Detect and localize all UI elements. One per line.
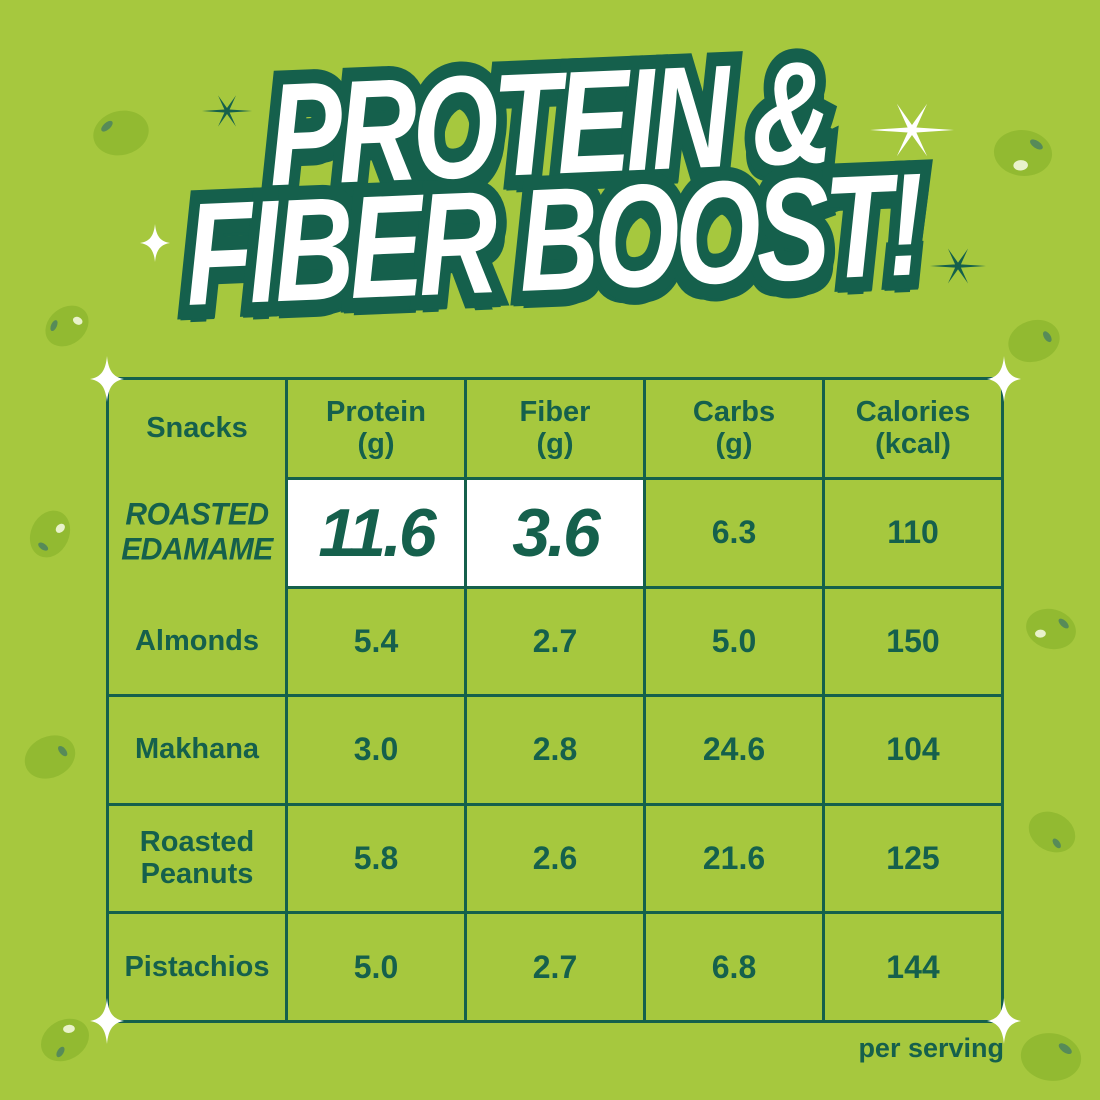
snack-name-cell-makhana: Makhana xyxy=(109,697,285,803)
header-cell-carbs: Carbs (g) xyxy=(646,380,822,477)
table-corner-sparkle-icon xyxy=(90,998,124,1044)
snack-name-cell-roasted-edamame: ROASTED EDAMAME xyxy=(109,476,285,589)
edamame-bean-icon xyxy=(1026,608,1076,650)
edamame-bean-icon xyxy=(93,110,149,156)
calories-value-cell-pistachios: 144 xyxy=(825,914,1001,1020)
header-cell-fiber: Fiber (g) xyxy=(467,380,643,477)
per-serving-footnote: per serving xyxy=(858,1033,1004,1063)
header-cell-calories: Calories (kcal) xyxy=(825,380,1001,477)
fiber-value-cell-roasted-peanuts: 2.6 xyxy=(467,805,643,912)
carbs-value-cell-roasted-edamame: 6.3 xyxy=(646,480,822,586)
calories-value-cell-makhana: 104 xyxy=(825,697,1001,803)
snack-name-cell-almonds: Almonds xyxy=(109,588,285,695)
snack-name-cell-pistachios: Pistachios xyxy=(109,914,285,1020)
fiber-value-cell-roasted-edamame: 3.6 xyxy=(467,480,643,586)
calories-value-cell-roasted-edamame: 110 xyxy=(825,480,1001,586)
edamame-bean-icon xyxy=(1008,319,1060,363)
calories-value-cell-almonds: 150 xyxy=(825,588,1001,695)
title-line-2: FIBER BOOST! xyxy=(182,142,923,337)
table-corner-sparkle-icon xyxy=(987,356,1021,402)
edamame-bean-icon xyxy=(1020,1033,1082,1081)
protein-value-cell-makhana: 3.0 xyxy=(288,697,464,803)
calories-value-cell-roasted-peanuts: 125 xyxy=(825,805,1001,912)
protein-value-cell-pistachios: 5.0 xyxy=(288,914,464,1020)
edamame-bean-icon xyxy=(24,735,76,779)
header-cell-snacks: Snacks xyxy=(109,380,285,477)
carbs-value-cell-roasted-peanuts: 21.6 xyxy=(646,805,822,912)
edamame-bean-icon xyxy=(1028,811,1076,853)
table-corner-sparkle-icon xyxy=(90,356,124,402)
carbs-value-cell-pistachios: 6.8 xyxy=(646,914,822,1020)
fiber-value-cell-makhana: 2.8 xyxy=(467,697,643,803)
edamame-bean-icon xyxy=(29,510,71,558)
edamame-bean-icon xyxy=(41,1018,89,1062)
snack-name-cell-roasted-peanuts: Roasted Peanuts xyxy=(109,805,285,912)
edamame-bean-icon xyxy=(993,130,1053,176)
page-title: PROTEIN & FIBER BOOST! PROTEIN & FIBER B… xyxy=(0,18,1100,348)
fiber-value-cell-pistachios: 2.7 xyxy=(467,914,643,1020)
nutrition-table: Snacks Protein (g) Fiber (g) Carbs (g) Calo… xyxy=(106,377,1004,1023)
edamame-bean-icon xyxy=(45,305,89,347)
carbs-value-cell-almonds: 5.0 xyxy=(646,588,822,695)
protein-value-cell-almonds: 5.4 xyxy=(288,588,464,695)
carbs-value-cell-makhana: 24.6 xyxy=(646,697,822,803)
protein-value-cell-roasted-peanuts: 5.8 xyxy=(288,805,464,912)
header-cell-protein: Protein (g) xyxy=(288,380,464,477)
fiber-value-cell-almonds: 2.7 xyxy=(467,588,643,695)
protein-value-cell-roasted-edamame: 11.6 xyxy=(288,480,464,586)
